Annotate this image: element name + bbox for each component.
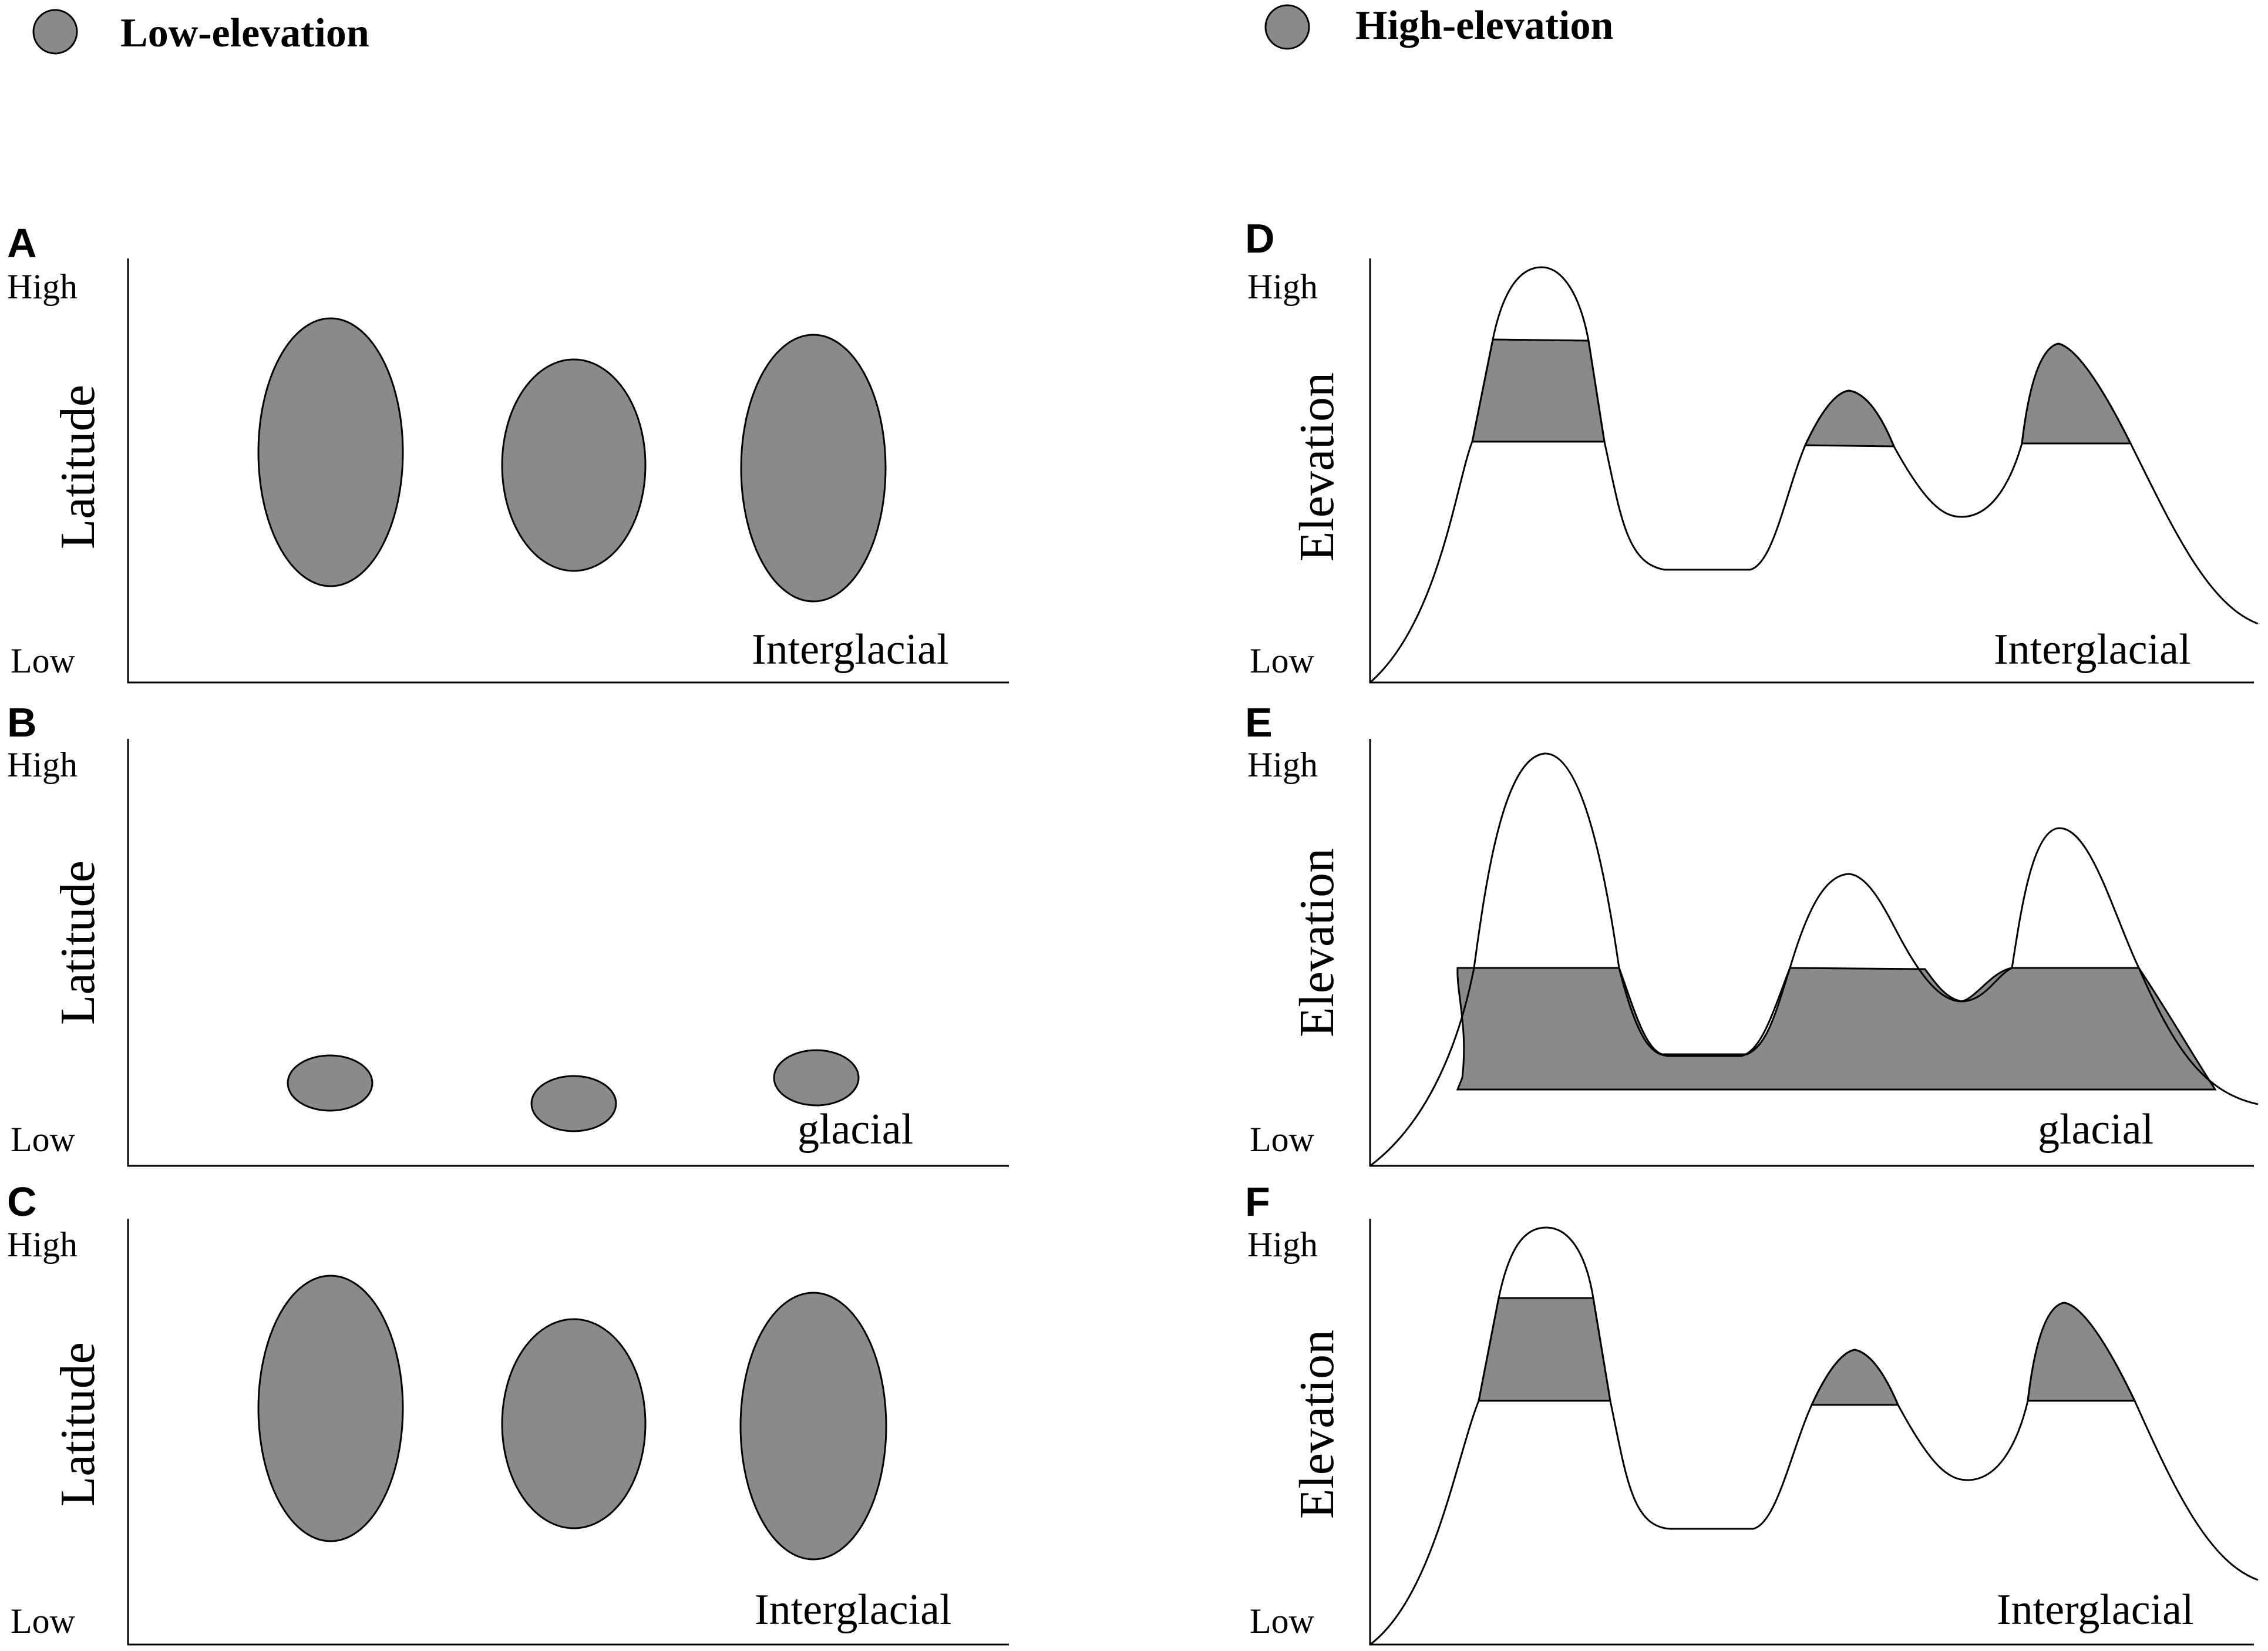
axis-low-label: Low (11, 1120, 76, 1159)
terrain-profile (1369, 752, 2259, 1167)
axes (127, 1219, 1009, 1646)
population-ellipse (739, 1292, 887, 1561)
axis-low-label: Low (1250, 641, 1315, 680)
axis-high-label: High (1247, 745, 1318, 784)
axis-low-label: Low (11, 641, 76, 680)
axis-high-label: High (7, 745, 78, 784)
legend-high-marker (1264, 4, 1310, 50)
terrain-profile (1369, 266, 2259, 684)
axis-low-label: Low (1250, 1120, 1315, 1159)
axis-high-label: High (7, 267, 78, 306)
panel-letter: C (7, 1179, 37, 1225)
legend: Low-elevation High-elevation (32, 3, 1613, 56)
panel-letter: E (1245, 700, 1273, 745)
panel-letter: B (7, 700, 37, 745)
axes (127, 739, 1009, 1167)
axes (127, 258, 1009, 684)
y-axis-title: Latitude (51, 385, 105, 549)
y-axis-title: Elevation (1290, 848, 1344, 1037)
panel-letter: D (1245, 216, 1275, 261)
panel-f: F High Low Elevation Interglacial (1245, 1179, 2259, 1646)
panel-d: D High Low Elevation Interglacial (1245, 216, 2259, 684)
period-label: glacial (2038, 1105, 2153, 1154)
period-label: Interglacial (1997, 1586, 2194, 1634)
period-label: Interglacial (755, 1586, 952, 1634)
axis-high-label: High (7, 1225, 78, 1264)
period-label: glacial (797, 1105, 913, 1154)
panel-a: A High Low Latitude Interglacial (7, 220, 1009, 684)
legend-low-marker (32, 9, 78, 55)
panel-letter: F (1245, 1179, 1270, 1225)
axis-low-label: Low (1250, 1602, 1315, 1640)
y-axis-title: Elevation (1290, 1330, 1344, 1519)
axis-low-label: Low (11, 1602, 76, 1640)
population-ellipse (257, 317, 404, 587)
period-label: Interglacial (1994, 626, 2191, 674)
panel-c: C High Low Latitude Interglacial (7, 1179, 1009, 1646)
population-ellipse (257, 1275, 404, 1542)
axis-high-label: High (1247, 267, 1318, 306)
population-ellipse (740, 334, 887, 603)
population-ellipse (287, 1054, 373, 1112)
panel-letter: A (7, 220, 37, 266)
period-label: Interglacial (752, 626, 949, 674)
y-axis-title: Elevation (1290, 372, 1344, 561)
population-ellipse (530, 1075, 617, 1132)
panel-e: E High Low Elevation glacial (1245, 700, 2259, 1167)
elevation-band (1471, 338, 1606, 443)
elevation-band (1478, 1297, 1611, 1402)
population-ellipse (501, 1318, 647, 1529)
terrain-profile (1369, 1226, 2259, 1646)
legend-high-label: High-elevation (1355, 3, 1613, 48)
elevation-band (1456, 967, 2217, 1091)
panel-b: B High Low Latitude glacial (7, 700, 1009, 1167)
legend-low-label: Low-elevation (120, 11, 369, 56)
y-axis-title: Latitude (51, 860, 105, 1025)
population-ellipse (501, 358, 647, 572)
population-ellipse (773, 1049, 860, 1107)
y-axis-title: Latitude (51, 1342, 105, 1507)
axis-high-label: High (1247, 1225, 1318, 1264)
